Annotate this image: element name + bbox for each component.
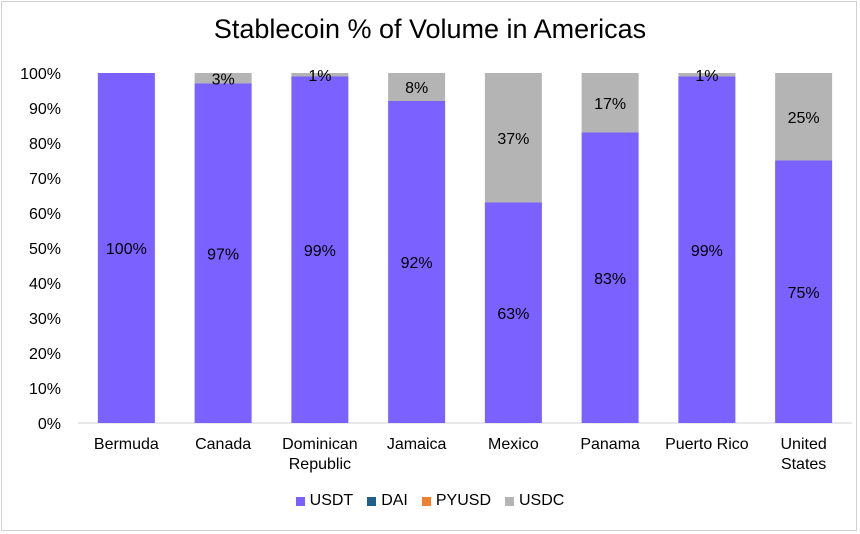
- data-label: 99%: [304, 243, 336, 260]
- legend-swatch: [295, 496, 305, 506]
- y-tick-label: 100%: [20, 66, 61, 83]
- y-tick-label: 80%: [29, 136, 61, 153]
- data-label: 92%: [401, 255, 433, 272]
- bar-segment-usdt: [388, 101, 446, 423]
- data-label: 99%: [691, 243, 723, 260]
- data-label: 1%: [308, 68, 331, 85]
- bar-segment-usdc: [678, 73, 736, 77]
- x-tick-label: Canada: [195, 436, 251, 453]
- y-tick-label: 40%: [29, 276, 61, 293]
- x-tick-label: Puerto Rico: [665, 436, 749, 453]
- data-label: 63%: [497, 306, 529, 323]
- legend-swatch: [367, 496, 377, 506]
- data-label: 1%: [695, 68, 718, 85]
- bar-segment-usdc: [388, 73, 446, 101]
- data-label: 37%: [497, 131, 529, 148]
- legend-item-usdt: USDT: [295, 492, 354, 510]
- data-label: 97%: [207, 246, 239, 263]
- y-tick-label: 60%: [29, 206, 61, 223]
- bar-segment-usdc: [775, 73, 833, 161]
- legend-swatch: [505, 496, 514, 506]
- data-label: 25%: [788, 110, 820, 127]
- x-tick-label: Panama: [580, 436, 640, 453]
- chart-legend: USDT DAI PYUSD USDC: [0, 492, 860, 510]
- legend-label: DAI: [381, 492, 408, 509]
- y-tick-label: 50%: [29, 241, 61, 258]
- x-tick-label: Jamaica: [387, 436, 447, 453]
- x-tick-label: Republic: [289, 456, 351, 473]
- legend-item-pyusd: PYUSD: [421, 492, 491, 510]
- x-tick-label: States: [781, 456, 826, 473]
- y-tick-label: 90%: [29, 101, 61, 118]
- data-label: 83%: [594, 271, 626, 288]
- legend-item-usdc: USDC: [505, 492, 564, 510]
- bar-segment-usdc: [291, 73, 349, 77]
- y-tick-label: 70%: [29, 171, 61, 188]
- data-label: 75%: [788, 285, 820, 302]
- legend-label: USDC: [519, 492, 565, 509]
- y-tick-label: 10%: [29, 381, 61, 398]
- bar-segment-usdc: [581, 73, 639, 133]
- legend-label: USDT: [309, 492, 354, 509]
- data-label: 100%: [106, 241, 147, 258]
- y-tick-label: 20%: [29, 346, 61, 363]
- x-tick-label: United: [781, 436, 827, 453]
- bar-segment-usdc: [484, 73, 542, 203]
- x-tick-label: Mexico: [488, 436, 539, 453]
- chart-title: Stablecoin % of Volume in Americas: [213, 14, 647, 44]
- bar-segment-usdt: [194, 83, 252, 423]
- x-tick-label: Bermuda: [94, 436, 159, 453]
- y-tick-label: 30%: [29, 311, 61, 328]
- bar-segment-usdc: [194, 73, 252, 84]
- legend-swatch: [421, 496, 431, 506]
- bar-segment-usdt: [291, 76, 349, 423]
- legend-label: PYUSD: [435, 492, 491, 509]
- bar-segment-usdt: [484, 202, 542, 423]
- data-label: 8%: [405, 80, 428, 97]
- data-label: 3%: [212, 71, 235, 88]
- data-label: 17%: [594, 96, 626, 113]
- bar-segment-usdt: [581, 132, 639, 423]
- bar-segment-usdt: [97, 73, 155, 423]
- legend-item-dai: DAI: [367, 492, 408, 510]
- bar-segment-usdt: [678, 76, 736, 423]
- bar-segment-usdt: [775, 160, 833, 423]
- y-tick-label: 0%: [38, 416, 61, 433]
- x-tick-label: Dominican: [282, 436, 358, 453]
